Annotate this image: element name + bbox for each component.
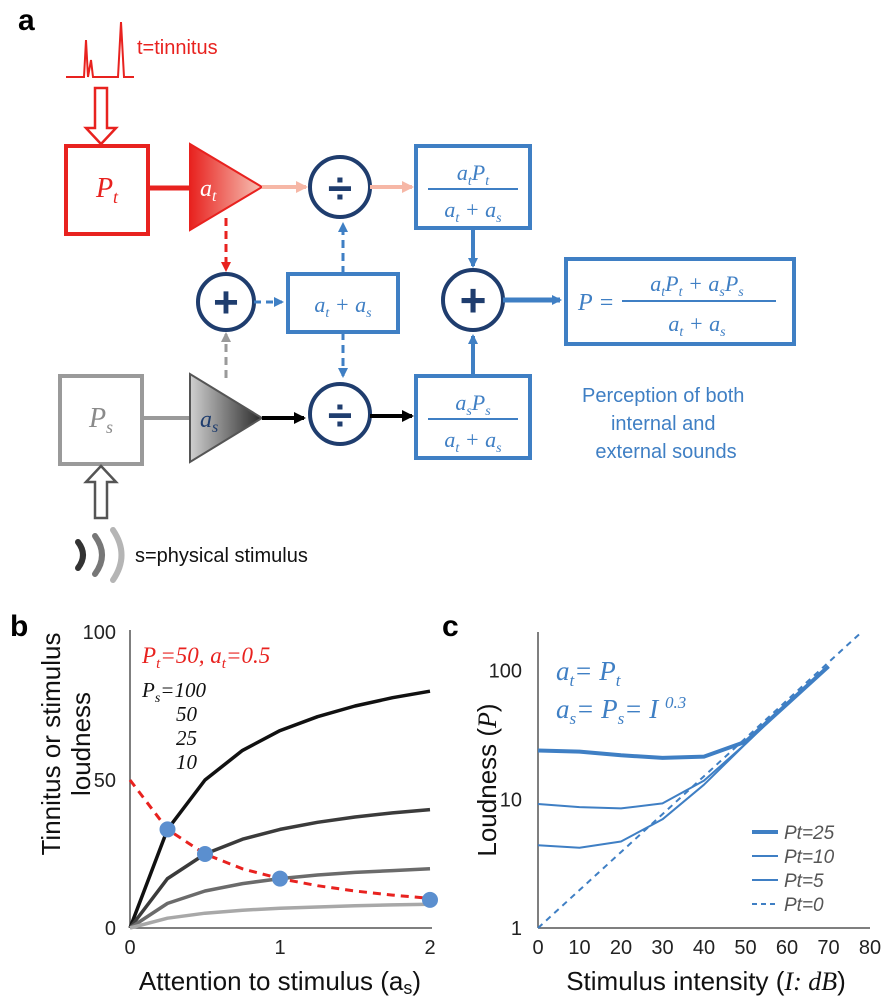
panel-c-legend-label-3: Pt=0 bbox=[784, 895, 824, 916]
stimulus-fraction-box bbox=[414, 374, 532, 460]
at-amplifier-triangle bbox=[189, 142, 264, 232]
panel-b-ps-label-3: 10 bbox=[176, 750, 198, 774]
panel-b-ytick-2: 100 bbox=[83, 622, 116, 644]
panel-c-ytick-1: 10 bbox=[500, 789, 522, 811]
panel-c-xlabel: Stimulus intensity (I: dB) bbox=[566, 966, 846, 996]
tinnitus-input-arrow bbox=[83, 86, 119, 146]
panel-b-red-annotation: Pt=50, at=0.5 bbox=[141, 643, 270, 672]
panel-b-ylabel-line2: loudness bbox=[66, 692, 96, 796]
panel-b-ps-label-2: 25 bbox=[176, 726, 197, 750]
panel-b-ps-label-1: 50 bbox=[176, 702, 198, 726]
panel-b-xtick-1: 1 bbox=[274, 937, 285, 959]
panel-b-ylabel-line1: Tinnitus or stimulus bbox=[36, 633, 66, 856]
sound-waves-icon bbox=[75, 527, 125, 583]
panel-c-xtick-6: 60 bbox=[776, 937, 798, 959]
panel-b: b 0 50 100 0 1 2 Tinnitus or stimulus loudnes… bbox=[10, 610, 438, 998]
panel-b-point-0 bbox=[159, 821, 176, 838]
panel-b-ticks: 0 50 100 0 1 2 bbox=[83, 622, 436, 959]
panel-c-xtick-2: 20 bbox=[610, 937, 632, 959]
sum-perception-icon: + bbox=[460, 274, 487, 326]
panel-b-ytick-1: 50 bbox=[94, 770, 116, 792]
panel-c-xtick-3: 30 bbox=[651, 937, 673, 959]
panel-b-series bbox=[128, 689, 431, 930]
panel-c-eq2: as= Ps= I 0.3 bbox=[556, 693, 686, 728]
panel-c-xtick-0: 0 bbox=[532, 937, 543, 959]
panel-b-point-1 bbox=[197, 846, 213, 862]
panel-b-point-2 bbox=[272, 870, 288, 887]
panel-c-series-3 bbox=[537, 631, 863, 929]
as-amplifier-triangle bbox=[189, 372, 264, 464]
panel-b-ps-label-0: Ps=100 bbox=[141, 678, 206, 706]
tinnitus-fraction-den: at + as bbox=[444, 197, 502, 226]
pt-box bbox=[64, 144, 150, 236]
panel-b-points bbox=[159, 821, 438, 908]
attention-sum-text: at + as bbox=[314, 292, 372, 321]
panel-b-ytick-0: 0 bbox=[105, 918, 116, 940]
panel-c-legend: Pt=25 Pt=10 Pt=5 Pt=0 bbox=[752, 823, 835, 916]
attention-sum-box bbox=[286, 272, 400, 334]
panel-c-ytick-0: 1 bbox=[511, 918, 522, 940]
panel-b-series-0 bbox=[128, 689, 431, 929]
panel-c-ytick-2: 100 bbox=[489, 661, 522, 683]
panel-c-axes bbox=[537, 632, 870, 929]
panel-c: c 1 10 100 0 10 20 30 40 50 60 70 80 Pt=25 Pt=10 Pt=5… bbox=[442, 610, 881, 996]
panel-b-axes bbox=[129, 630, 432, 929]
panel-a-label: a bbox=[18, 4, 35, 37]
panel-c-xtick-5: 50 bbox=[734, 937, 756, 959]
divide-bottom-icon: ÷ bbox=[328, 391, 352, 440]
panel-c-legend-label-0: Pt=25 bbox=[784, 823, 835, 844]
panel-c-xtick-4: 40 bbox=[693, 937, 715, 959]
panel-c-xtick-8: 80 bbox=[859, 937, 881, 959]
tinnitus-fraction-num: atPt bbox=[457, 160, 490, 189]
panel-b-xtick-2: 2 bbox=[424, 937, 435, 959]
panel-b-series-3 bbox=[129, 902, 431, 930]
panel-c-eq1: at= Pt bbox=[556, 656, 622, 690]
panel-b-series-1 bbox=[128, 807, 431, 930]
panel-b-xtick-0: 0 bbox=[124, 937, 135, 959]
panel-c-series-2 bbox=[537, 665, 830, 849]
result-p-symbol: P = bbox=[577, 290, 614, 316]
perception-caption: Perception of both internal and external… bbox=[582, 385, 750, 463]
result-denominator: at + as bbox=[668, 311, 726, 340]
panel-c-series bbox=[537, 631, 863, 929]
panel-c-legend-label-1: Pt=10 bbox=[784, 847, 835, 868]
tinnitus-waveform bbox=[66, 21, 134, 78]
divide-top-icon: ÷ bbox=[328, 164, 352, 213]
stimulus-label: s=physical stimulus bbox=[135, 545, 308, 567]
sum-attention-icon: + bbox=[213, 278, 239, 327]
result-numerator: atPt + asPs bbox=[650, 271, 744, 300]
panel-b-point-3 bbox=[422, 891, 438, 908]
panel-b-xlabel: Attention to stimulus (as) bbox=[139, 966, 421, 998]
panel-c-label: c bbox=[442, 610, 459, 643]
stimulus-fraction-den: at + as bbox=[444, 427, 502, 456]
panel-c-series-1 bbox=[537, 665, 830, 810]
panel-c-xtick-1: 10 bbox=[568, 937, 590, 959]
stimulus-input-arrow bbox=[83, 464, 119, 520]
panel-c-ticks: 1 10 100 0 10 20 30 40 50 60 70 80 bbox=[489, 661, 882, 959]
tinnitus-label: t=tinnitus bbox=[137, 37, 218, 59]
panel-c-legend-label-2: Pt=5 bbox=[784, 871, 824, 892]
panel-a: a t=tinnitus Pt at ÷ atPt at + as + bbox=[18, 4, 796, 583]
panel-c-xtick-7: 70 bbox=[817, 937, 839, 959]
panel-b-label: b bbox=[10, 610, 28, 643]
panel-c-ylabel: Loudness (P) bbox=[472, 703, 502, 856]
